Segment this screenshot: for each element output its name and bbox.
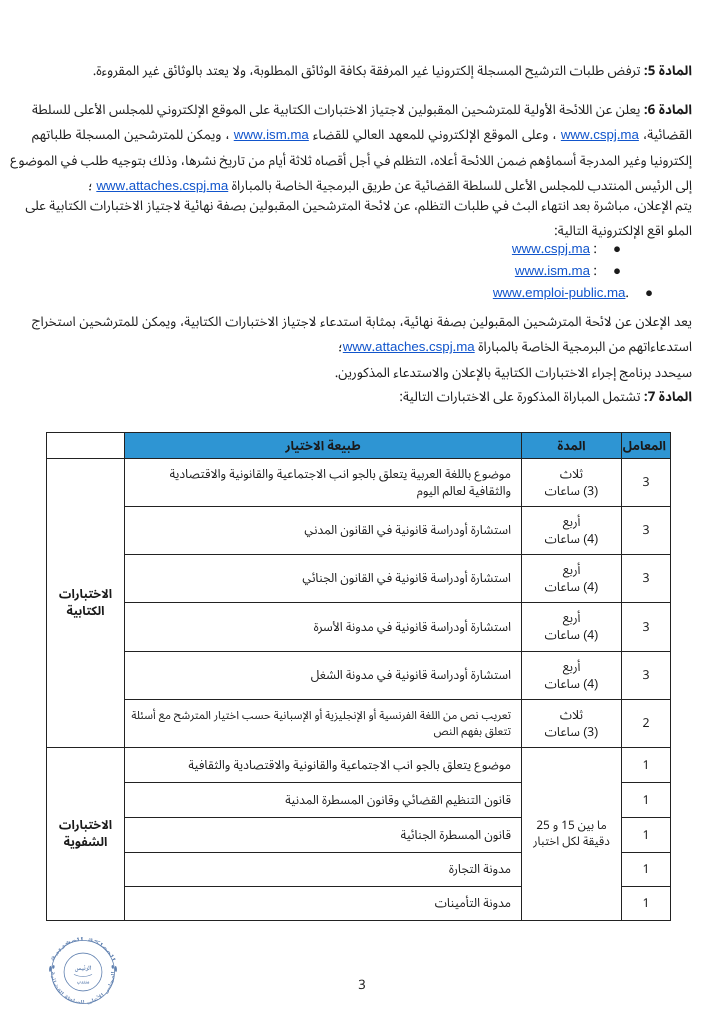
svg-text:الرئيس: الرئيس bbox=[74, 964, 91, 975]
svg-text:منتدب: منتدب bbox=[77, 978, 90, 987]
